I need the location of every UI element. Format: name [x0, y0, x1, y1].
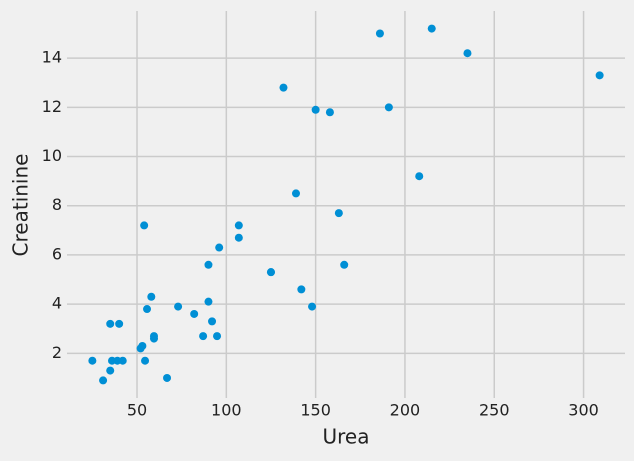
y-axis-label: Creatinine — [9, 154, 33, 257]
y-tick-label: 4 — [52, 294, 62, 313]
point — [375, 29, 384, 38]
point — [215, 243, 224, 252]
y-tick-label: 8 — [52, 195, 62, 214]
x-axis-label: Urea — [323, 425, 370, 449]
point — [213, 332, 222, 341]
point — [427, 24, 436, 33]
point — [118, 356, 127, 365]
point — [415, 172, 424, 181]
x-tick-label: 300 — [568, 401, 599, 420]
point — [138, 341, 147, 350]
point — [208, 317, 217, 326]
point — [308, 302, 317, 311]
y-tick-label: 12 — [42, 97, 62, 116]
point — [204, 260, 213, 269]
y-tick-label: 2 — [52, 343, 62, 362]
point — [174, 302, 183, 311]
y-tick-label: 6 — [52, 244, 62, 263]
point — [325, 108, 334, 117]
point — [384, 103, 393, 112]
point — [199, 332, 208, 341]
point — [234, 233, 243, 242]
point — [463, 49, 472, 58]
point — [99, 376, 108, 385]
point — [234, 221, 243, 230]
y-tick-label: 14 — [42, 48, 62, 67]
point — [595, 71, 604, 80]
point — [106, 319, 115, 328]
point — [334, 209, 343, 218]
point — [340, 260, 349, 269]
point — [311, 105, 320, 114]
point — [266, 268, 275, 277]
point — [279, 83, 288, 92]
point — [190, 309, 199, 318]
point — [147, 292, 156, 301]
point — [106, 366, 115, 375]
x-tick-label: 50 — [127, 401, 147, 420]
point — [204, 297, 213, 306]
x-tick-label: 100 — [211, 401, 242, 420]
point — [140, 221, 149, 230]
point — [115, 319, 124, 328]
x-tick-label: 150 — [300, 401, 331, 420]
point — [88, 356, 97, 365]
point — [291, 189, 300, 198]
point — [163, 373, 172, 382]
y-tick-label: 10 — [42, 146, 62, 165]
x-tick-label: 200 — [390, 401, 421, 420]
point — [143, 305, 152, 314]
x-tick-label: 250 — [479, 401, 510, 420]
point — [297, 285, 306, 294]
point — [141, 356, 150, 365]
point — [149, 334, 158, 343]
